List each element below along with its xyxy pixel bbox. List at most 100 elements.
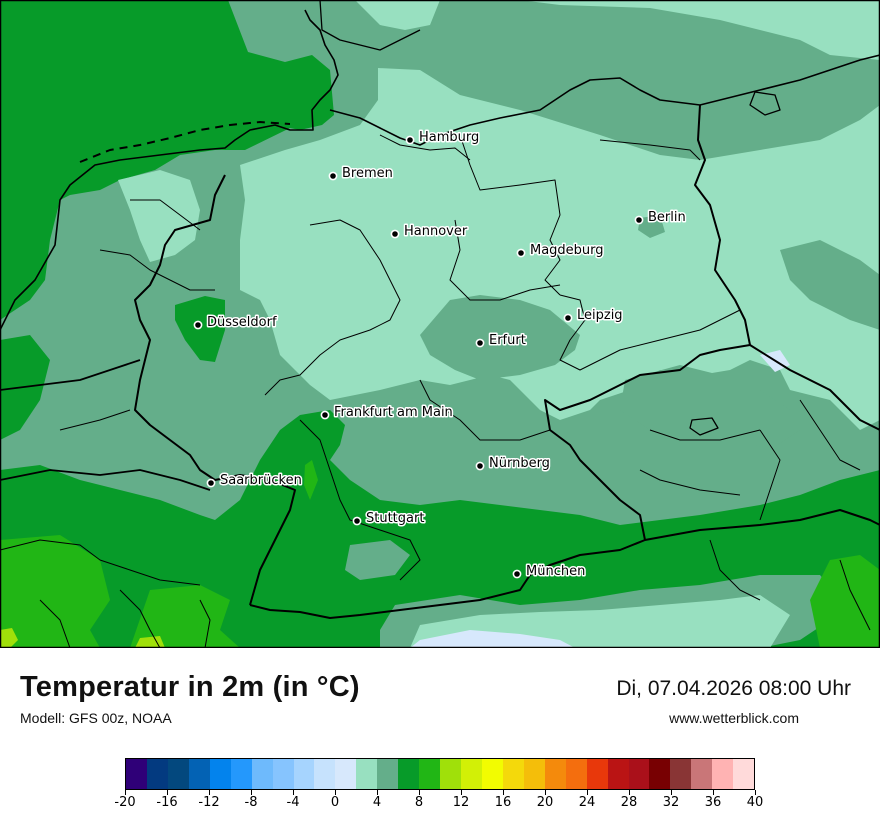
- colorbar-segment: [502, 759, 524, 789]
- temperature-band-6-8-duesseldorf: [175, 296, 225, 362]
- city-label: Hamburg: [419, 130, 479, 145]
- city-label: Nürnberg: [489, 456, 550, 471]
- city-marker: München: [512, 563, 587, 581]
- colorbar-tick: [460, 790, 462, 795]
- city-label: Saarbrücken: [220, 473, 302, 488]
- state-borders: [0, 134, 871, 648]
- temperature-band-2-4-islands: [355, 0, 440, 30]
- colorbar-tick-label: 32: [662, 795, 680, 810]
- city-marker: Stuttgart: [352, 510, 426, 528]
- temperature-band-10-12-b: [135, 636, 165, 648]
- city-label: Stuttgart: [366, 511, 424, 526]
- colorbar-tick-label: 16: [494, 795, 512, 810]
- map-canvas: Hamburg Bremen Hannover Berlin Magdeburg Leip…: [0, 0, 880, 648]
- temperature-band-2-4-nl: [118, 170, 200, 262]
- temperature-band-4-6-poland: [780, 240, 880, 330]
- city-dot-icon: [475, 461, 485, 471]
- temperature-band-2-4: [240, 68, 880, 430]
- colorbar-segment: [733, 759, 755, 789]
- city-label: Erfurt: [489, 333, 526, 348]
- border-germany-west: [134, 174, 296, 606]
- colorbar-segment: [419, 759, 441, 789]
- colorbar-tick-label: 20: [536, 795, 554, 810]
- city-marker: Nürnberg: [475, 455, 551, 473]
- colorbar-segment: [126, 759, 147, 789]
- colorbar-tick: [670, 790, 672, 795]
- city-marker: Berlin: [634, 209, 687, 227]
- colorbar-ticks: -20 -16 -12 -8 -4 0 4 8 12 16 20 24 28 32 36 40: [114, 790, 763, 820]
- colorbar-tick-label: -8: [244, 795, 258, 810]
- model-info: Modell: GFS 00z, NOAA: [20, 710, 172, 726]
- city-label: Leipzig: [577, 308, 623, 323]
- colorbar-tick-label: 4: [372, 795, 382, 810]
- city-dot-icon: [634, 215, 644, 225]
- temperature-map: Hamburg Bremen Hannover Berlin Magdeburg Leip…: [0, 0, 880, 648]
- border-czechia-austria: [644, 509, 880, 541]
- temperature-band-8-10-austria: [810, 555, 880, 648]
- city-label: Frankfurt am Main: [334, 405, 453, 420]
- colorbar-segment: [712, 759, 734, 789]
- colorbar-tick: [250, 790, 252, 795]
- city-label: Magdeburg: [530, 243, 604, 258]
- colorbar-tick: [502, 790, 504, 795]
- temperature-band-6-8: [0, 0, 334, 320]
- colorbar-segment: [607, 759, 629, 789]
- colorbar-segment: [691, 759, 713, 789]
- coastline-baltic: [329, 54, 880, 146]
- colorbar-tick: [544, 790, 546, 795]
- colorbar-segment: [544, 759, 566, 789]
- temperature-band-4-6-swabia: [345, 540, 410, 580]
- colorbar-segment: [523, 759, 545, 789]
- colorbar-tick-label: 28: [620, 795, 638, 810]
- colorbar-segment: [628, 759, 650, 789]
- colorbar-tick-label: 12: [452, 795, 470, 810]
- colorbar-tick: [208, 790, 210, 795]
- city-marker: Hamburg: [405, 129, 481, 147]
- colorbar-segment: [481, 759, 503, 789]
- colorbar-segment: [586, 759, 608, 789]
- colorbar-segment: [335, 759, 357, 789]
- city-marker: Frankfurt am Main: [320, 404, 454, 422]
- coastline-denmark: [319, 0, 421, 51]
- coastline-north-sea: [0, 9, 339, 331]
- border-germany-austria-switzerland: [249, 574, 531, 619]
- island-bornholm: [749, 91, 781, 116]
- city-marker: Saarbrücken: [206, 472, 303, 490]
- colorbar-tick-label: 40: [746, 795, 764, 810]
- temperature-colorbar: [125, 758, 755, 790]
- city-marker: Leipzig: [563, 307, 624, 325]
- city-dot-icon: [352, 516, 362, 526]
- website-link[interactable]: www.wetterblick.com: [669, 710, 799, 726]
- city-label: Berlin: [648, 210, 686, 225]
- temperature-band-2-4-north: [520, 0, 880, 60]
- city-marker: Erfurt: [475, 332, 527, 350]
- colorbar-segment: [377, 759, 399, 789]
- forecast-datetime: Di, 07.04.2026 08:00 Uhr: [616, 677, 851, 700]
- city-dot-icon: [475, 338, 485, 348]
- colorbar-segment: [167, 759, 189, 789]
- colorbar-tick-label: -20: [114, 795, 136, 810]
- city-label: Hannover: [404, 224, 468, 239]
- colorbar-tick-label: 24: [578, 795, 596, 810]
- colorbar-segment: [209, 759, 231, 789]
- city-label: Bremen: [342, 166, 393, 181]
- city-markers: Hamburg Bremen Hannover Berlin Magdeburg Leip…: [193, 129, 687, 581]
- temperature-band-8-10-rhine: [304, 460, 318, 500]
- colorbar-segment: [565, 759, 587, 789]
- colorbar-tick-label: -4: [286, 795, 300, 810]
- colorbar-tick-label: -16: [156, 795, 178, 810]
- city-dot-icon: [516, 248, 526, 258]
- colorbar-segment: [398, 759, 420, 789]
- temperature-band-4-6-thuringia: [420, 295, 580, 380]
- colorbar-tick-label: -12: [198, 795, 220, 810]
- colorbar-tick-label: 36: [704, 795, 722, 810]
- border-poland-czechia: [749, 344, 880, 431]
- colorbar-segment: [293, 759, 315, 789]
- city-marker: Hannover: [390, 223, 469, 241]
- colorbar-tick: [712, 790, 714, 795]
- colorbar-tick: [586, 790, 588, 795]
- colorbar-tick: [334, 790, 336, 795]
- city-dot-icon: [206, 478, 216, 488]
- colorbar-tick: [754, 790, 756, 795]
- colorbar-tick: [124, 790, 126, 795]
